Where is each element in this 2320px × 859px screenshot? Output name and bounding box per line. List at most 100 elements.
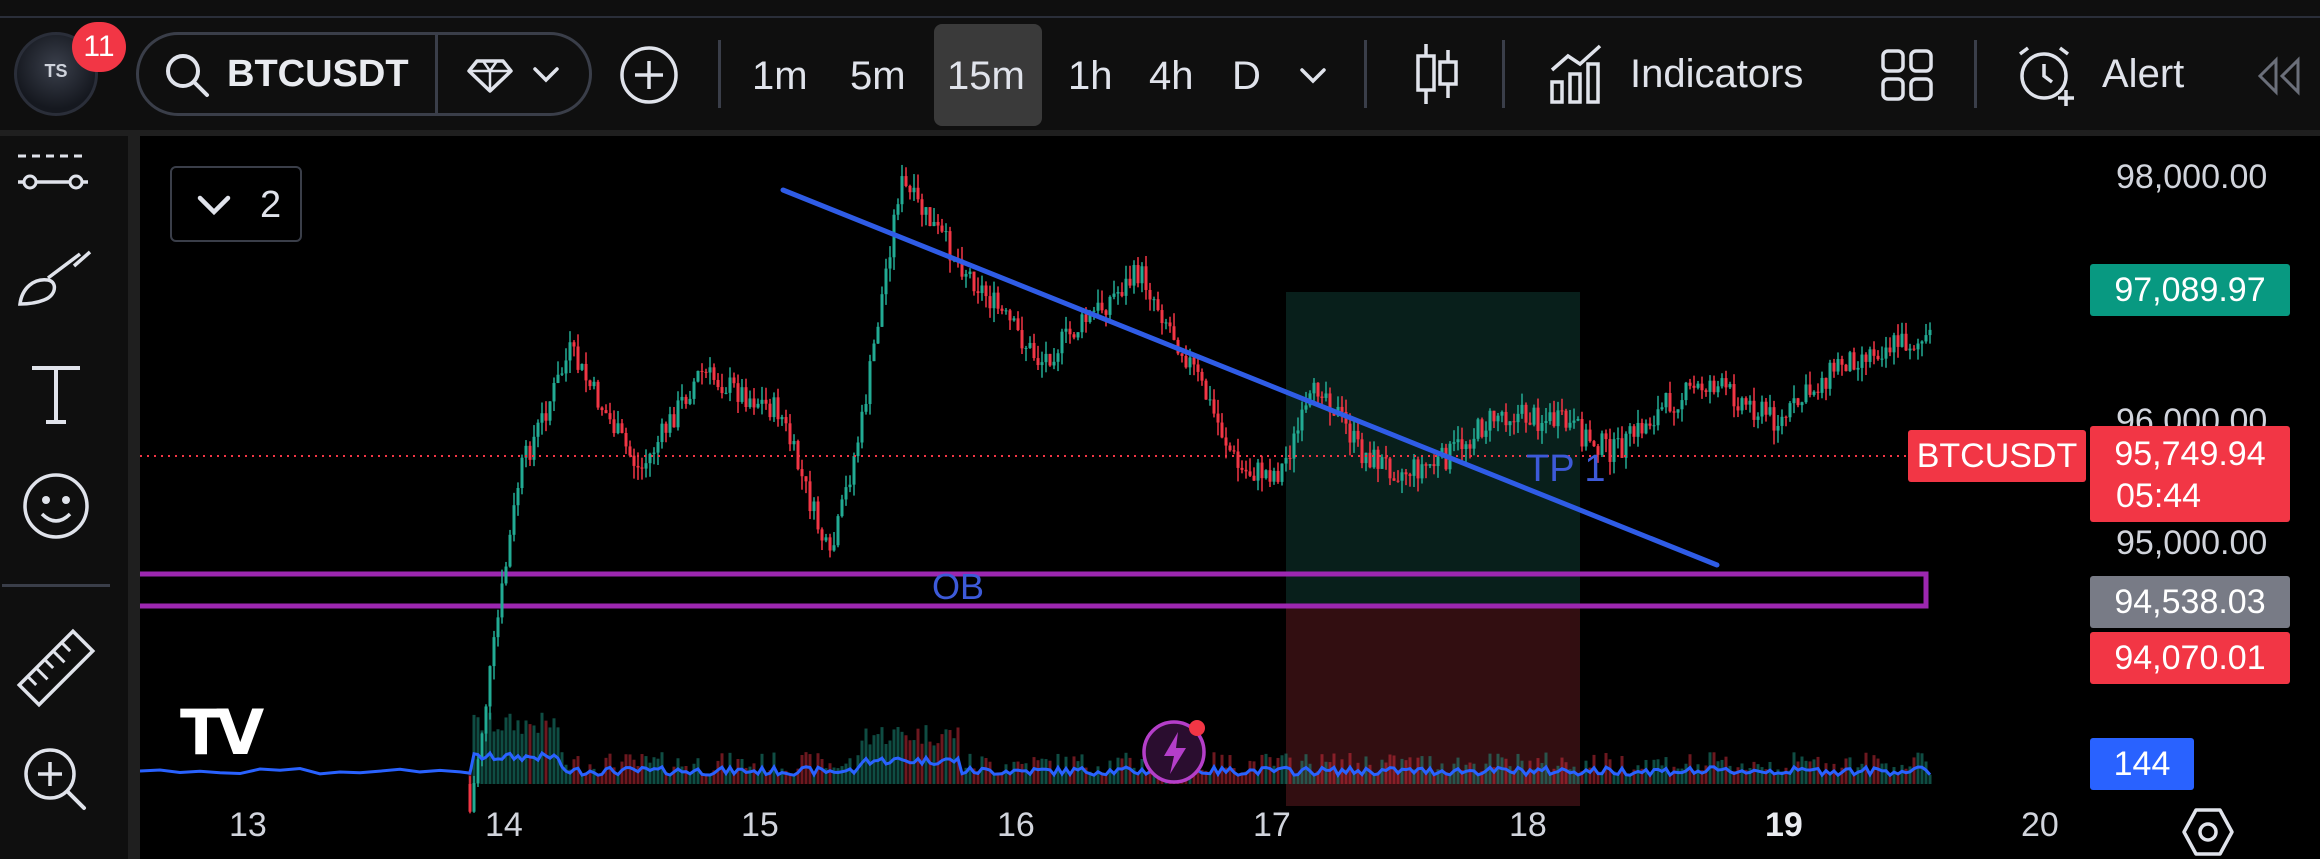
lightning-icon[interactable]: [1140, 716, 1210, 786]
candle-body: [1588, 429, 1592, 442]
ob-box[interactable]: [140, 571, 1929, 609]
trendline[interactable]: [780, 187, 1720, 568]
volume-bar: [1692, 770, 1696, 784]
notification-badge[interactable]: 11: [72, 22, 126, 72]
candle-body: [1028, 342, 1032, 348]
volume-bar: [1548, 773, 1552, 784]
add-symbol-icon[interactable]: [618, 44, 680, 106]
chevron-down-icon[interactable]: [531, 65, 561, 85]
layouts-grid-icon[interactable]: [1880, 48, 1934, 102]
candle-body: [1908, 348, 1912, 351]
volume-tag[interactable]: 144: [2090, 738, 2194, 790]
volume-bar: [1004, 764, 1008, 784]
candle-body: [480, 733, 484, 760]
settings-hexagon-icon[interactable]: [2182, 806, 2234, 858]
symbol-name[interactable]: BTCUSDT: [227, 53, 409, 95]
volume-bar: [880, 727, 884, 784]
last-price-tag[interactable]: 95,749.94 05:44: [2090, 426, 2290, 522]
candle-body: [1864, 354, 1868, 362]
candle-body: [1168, 322, 1172, 327]
diamond-icon[interactable]: [465, 55, 515, 95]
candle-body: [1304, 405, 1308, 410]
timeframe-4h[interactable]: 4h: [1149, 54, 1194, 98]
volume-bar: [924, 725, 928, 784]
candle-body: [928, 207, 932, 227]
candle-body: [1700, 383, 1704, 391]
brush-icon[interactable]: [14, 248, 98, 312]
candles-icon[interactable]: [1412, 42, 1462, 106]
candle-body: [1788, 403, 1792, 418]
price-tag-mid[interactable]: 94,538.03: [2090, 576, 2290, 628]
timeframe-1h[interactable]: 1h: [1068, 54, 1113, 98]
symbol-tag[interactable]: BTCUSDT: [1908, 430, 2086, 482]
candle-body: [584, 363, 588, 381]
indicators-button[interactable]: Indicators: [1630, 52, 1804, 96]
alert-button[interactable]: Alert: [2102, 52, 2185, 96]
timeframe-5m[interactable]: 5m: [850, 54, 906, 98]
candle-body: [1080, 314, 1084, 333]
text-tool-icon[interactable]: [26, 362, 86, 426]
volume-bar: [1036, 760, 1040, 784]
volume-bar: [1224, 767, 1228, 784]
volume-bar: [1008, 771, 1012, 784]
emoji-icon[interactable]: [20, 470, 92, 542]
alert-clock-icon[interactable]: [2014, 44, 2078, 108]
candle-body: [844, 487, 848, 500]
candle-body: [1900, 333, 1904, 347]
volume-bar: [1844, 758, 1848, 784]
candle-body: [808, 481, 812, 512]
chevron-down-icon[interactable]: [1298, 66, 1328, 86]
volume-bar: [1404, 760, 1408, 784]
candle-body: [1032, 342, 1036, 359]
trend-tools-icon[interactable]: [14, 146, 94, 206]
candle-body: [1436, 456, 1440, 467]
zoom-in-icon[interactable]: [20, 744, 90, 814]
chart-pane[interactable]: [140, 144, 2320, 859]
tradingview-logo[interactable]: TV: [180, 696, 264, 769]
volume-bar: [1828, 772, 1832, 784]
volume-bar: [1316, 771, 1320, 784]
candle-body: [908, 185, 912, 193]
price-tag-upper[interactable]: 97,089.97: [2090, 264, 2290, 316]
volume-bar: [1568, 769, 1572, 784]
volume-bar: [504, 717, 508, 784]
volume-bar: [1740, 763, 1744, 784]
volume-bar: [1352, 770, 1356, 784]
pane-collapse-button[interactable]: 2: [170, 166, 302, 242]
price-tag-lower[interactable]: 94,070.01: [2090, 632, 2290, 684]
candle-body: [1368, 452, 1372, 468]
ruler-icon[interactable]: [14, 626, 98, 710]
candle-body: [960, 259, 964, 277]
candle-body: [684, 396, 688, 404]
chevron-down-icon: [197, 195, 231, 216]
timeframe-D[interactable]: D: [1232, 54, 1261, 98]
candle-body: [708, 367, 712, 373]
volume-bar: [1668, 775, 1672, 784]
volume-bar: [824, 768, 828, 784]
volume-bar: [544, 720, 548, 784]
candle-body: [800, 469, 804, 477]
candle-body: [680, 396, 684, 401]
candle-body: [1564, 410, 1568, 428]
candle-body: [688, 398, 692, 404]
timeframe-1m[interactable]: 1m: [752, 54, 808, 98]
candle-body: [828, 537, 832, 551]
candle-body: [1068, 328, 1072, 335]
price-chart[interactable]: [140, 144, 2320, 859]
symbol-search[interactable]: BTCUSDT: [136, 32, 592, 116]
toolbar-separator: [1974, 40, 1977, 108]
volume-bar: [496, 729, 500, 784]
indicators-icon[interactable]: [1548, 42, 1604, 106]
volume-bar: [1780, 771, 1784, 784]
candle-body: [704, 371, 708, 373]
collapse-panel-icon[interactable]: [2254, 56, 2304, 96]
volume-bar: [1476, 774, 1480, 784]
candles-group: [468, 164, 1932, 814]
volume-bar: [1308, 763, 1312, 784]
candle-body: [1140, 266, 1144, 284]
candle-body: [484, 706, 488, 734]
volume-bar: [612, 767, 616, 784]
bar-countdown: 05:44: [2116, 477, 2202, 515]
timeframe-15m[interactable]: 15m: [947, 54, 1025, 98]
candle-body: [560, 373, 564, 375]
